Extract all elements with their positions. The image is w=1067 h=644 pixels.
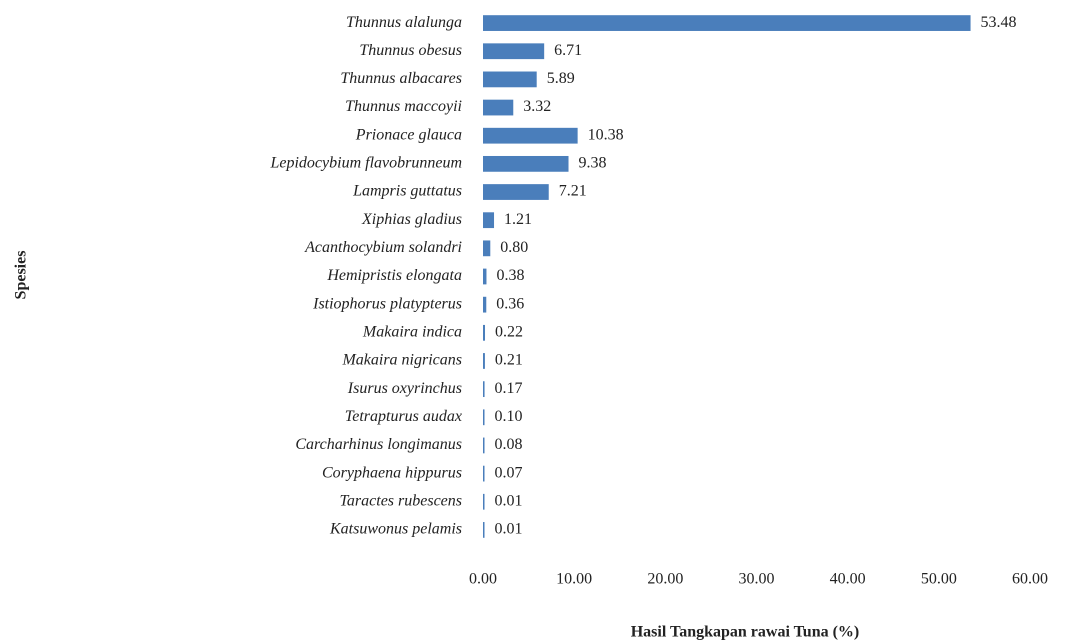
- data-label: 0.36: [496, 295, 524, 312]
- data-label: 6.71: [554, 42, 582, 59]
- data-label: 0.01: [495, 492, 523, 509]
- x-tick-label: 10.00: [556, 571, 592, 588]
- y-tick-label: Istiophorus platypterus: [312, 295, 462, 312]
- bar: [483, 15, 971, 31]
- x-tick-label: 60.00: [1012, 571, 1048, 588]
- bar: [483, 212, 495, 229]
- x-tick-label: 20.00: [647, 571, 683, 588]
- bar: [483, 43, 545, 60]
- data-label: 9.38: [579, 155, 607, 172]
- x-tick-label: 50.00: [921, 571, 957, 588]
- x-tick-label: 0.00: [469, 571, 497, 588]
- bar: [483, 268, 487, 285]
- y-tick-label: Isurus oxyrinchus: [347, 380, 462, 397]
- bar: [483, 324, 486, 341]
- bar: [483, 465, 485, 482]
- data-label: 0.80: [500, 239, 528, 256]
- data-label: 7.21: [559, 183, 587, 200]
- y-tick-label: Thunnus alalunga: [346, 14, 462, 31]
- y-tick-label: Carcharhinus longimanus: [295, 436, 462, 453]
- y-tick-label: Makaira indica: [362, 323, 462, 340]
- y-tick-label: Thunnus albacares: [340, 70, 462, 87]
- data-label: 0.07: [495, 464, 523, 481]
- y-tick-label: Katsuwonus pelamis: [329, 521, 462, 538]
- bar: [483, 522, 485, 538]
- y-tick-label: Thunnus maccoyii: [345, 98, 462, 115]
- data-label: 10.38: [588, 126, 624, 143]
- bar: [483, 71, 537, 88]
- bar: [483, 381, 485, 398]
- bar: [483, 493, 485, 510]
- data-label: 0.01: [495, 521, 523, 538]
- y-tick-label: Hemipristis elongata: [326, 267, 462, 284]
- bar: [483, 296, 487, 313]
- bar: [483, 99, 514, 116]
- data-label: 53.48: [981, 14, 1017, 31]
- data-label: 0.08: [495, 436, 523, 453]
- x-tick-label: 40.00: [830, 571, 866, 588]
- x-tick-label: 30.00: [739, 571, 775, 588]
- data-label: 5.89: [547, 70, 575, 87]
- y-tick-label: Acanthocybium solandri: [304, 239, 462, 256]
- data-label: 1.21: [504, 211, 532, 228]
- bar: [483, 437, 485, 454]
- data-label: 0.22: [495, 323, 523, 340]
- bar: [483, 353, 485, 369]
- bar: [483, 409, 485, 426]
- y-tick-label: Thunnus obesus: [359, 42, 462, 59]
- y-tick-label: Prionace glauca: [355, 126, 462, 143]
- y-tick-label: Lepidocybium flavobrunneum: [269, 155, 462, 172]
- y-axis-title: Spesies: [13, 251, 30, 300]
- y-tick-label: Lampris guttatus: [352, 183, 462, 200]
- y-tick-label: Taractes rubescens: [339, 492, 462, 509]
- data-label: 3.32: [523, 98, 551, 115]
- y-tick-label: Tetrapturus audax: [345, 408, 462, 425]
- data-label: 0.17: [495, 380, 523, 397]
- data-label: 0.10: [495, 408, 523, 425]
- bar: [483, 127, 578, 144]
- bar: [483, 240, 491, 257]
- data-label: 0.38: [496, 267, 524, 284]
- y-tick-label: Xiphias gladius: [361, 211, 462, 228]
- data-label: 0.21: [495, 352, 523, 369]
- bar: [483, 155, 569, 172]
- y-tick-label: Coryphaena hippurus: [322, 464, 462, 481]
- x-axis-title: Hasil Tangkapan rawai Tuna (%): [631, 624, 860, 641]
- bar: [483, 184, 549, 200]
- y-tick-label: Makaira nigricans: [341, 352, 462, 369]
